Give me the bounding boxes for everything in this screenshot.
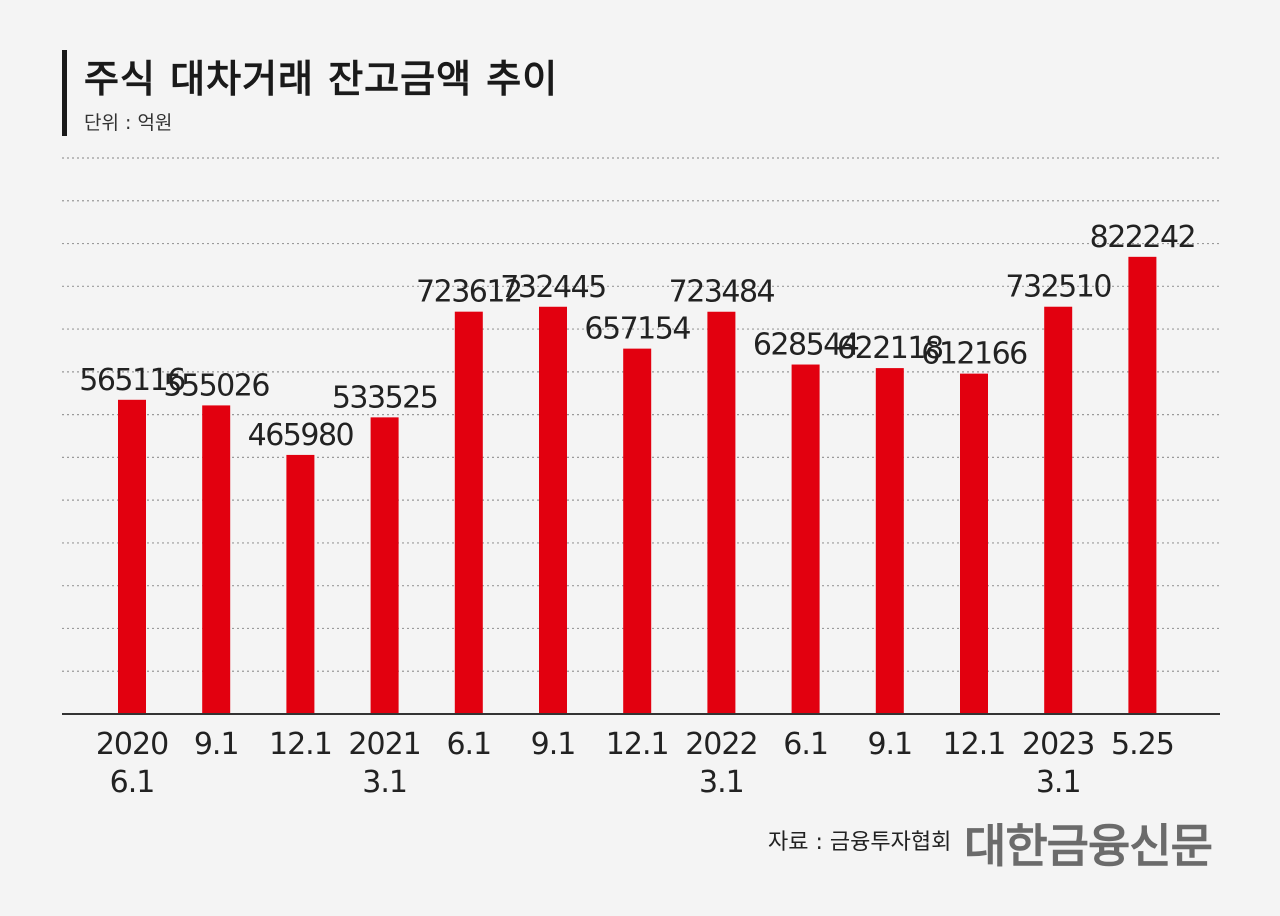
x-tick-label: 6.1	[446, 727, 491, 762]
x-tick-label: 3.1	[699, 765, 744, 800]
x-tick-label: 12.1	[943, 727, 1006, 762]
bar-value-label: 628544	[753, 328, 859, 363]
gridlines	[62, 157, 1220, 672]
x-tick-label: 3.1	[362, 765, 407, 800]
x-tick-label: 12.1	[269, 727, 332, 762]
bar-value-label: 565116	[79, 363, 185, 398]
bar-value-label: 723612	[416, 275, 522, 310]
title-accent-bar	[62, 50, 67, 136]
bar-value-label: 612166	[921, 337, 1027, 372]
bar	[370, 417, 399, 714]
x-tick-label: 9.1	[867, 727, 912, 762]
x-tick-label: 2020	[96, 727, 168, 762]
x-tick-label: 2021	[348, 727, 420, 762]
bar	[791, 364, 820, 714]
unit-label: 단위 : 억원	[84, 112, 173, 134]
x-tick-label: 2023	[1022, 727, 1094, 762]
x-tick-label: 2022	[685, 727, 757, 762]
bar-value-label: 555026	[163, 368, 269, 403]
bar	[286, 454, 315, 714]
bar-value-label: 732445	[500, 270, 606, 305]
bar	[1044, 306, 1073, 714]
x-tick-label: 6.1	[783, 727, 828, 762]
bar-value-label: 732510	[1005, 270, 1111, 305]
publisher-logo: 대한금융신문	[964, 819, 1213, 873]
bar	[202, 405, 231, 714]
bar	[1128, 256, 1157, 714]
x-tick-label: 3.1	[1036, 765, 1081, 800]
bar	[960, 373, 988, 714]
bar	[454, 311, 483, 714]
bar-value-label: 822242	[1090, 220, 1196, 255]
x-tick-label: 9.1	[194, 727, 239, 762]
x-tick-label: 12.1	[606, 727, 669, 762]
bar	[707, 311, 736, 714]
bar	[875, 368, 904, 714]
source-note: 자료 : 금융투자협회	[768, 830, 952, 855]
bar-value-label: 723484	[669, 275, 775, 310]
bar-value-label: 465980	[248, 418, 354, 453]
x-tick-label: 5.25	[1111, 727, 1174, 762]
bars	[118, 256, 1157, 714]
bar	[539, 306, 567, 714]
x-tick-label: 6.1	[110, 765, 155, 800]
bar-value-label: 622118	[837, 331, 943, 366]
bar	[118, 399, 146, 714]
bar-value-label: 657154	[584, 312, 690, 347]
chart-title: 주식 대차거래 잔고금액 추이	[84, 57, 559, 101]
bar	[623, 348, 652, 714]
bar-value-label: 533525	[332, 380, 438, 415]
x-tick-label: 9.1	[531, 727, 576, 762]
